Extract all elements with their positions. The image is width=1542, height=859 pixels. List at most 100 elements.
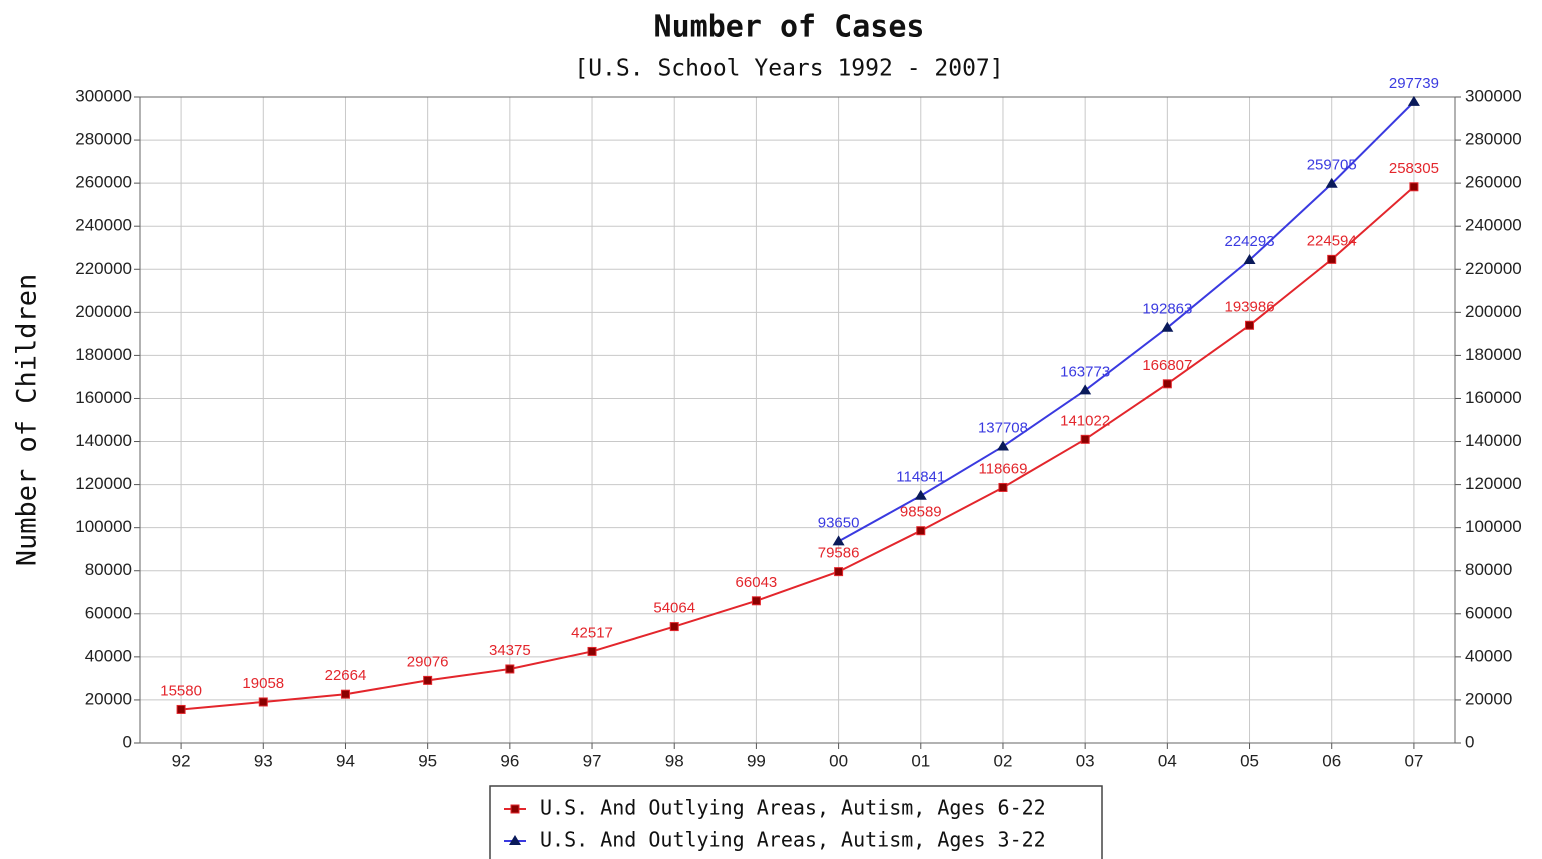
- marker: [1407, 95, 1420, 106]
- data-label: 259705: [1307, 157, 1357, 174]
- marker: [1409, 182, 1419, 192]
- x-tick-label: 02: [994, 751, 1013, 770]
- marker: [587, 646, 597, 656]
- x-tick-label: 07: [1404, 751, 1423, 770]
- y2-tick-label: 240000: [1465, 216, 1522, 235]
- series: 93650 114841 137708 163773 192863 224293 25970…: [818, 75, 1439, 546]
- y-tick-label: 160000: [75, 388, 132, 407]
- y-tick-label: 240000: [75, 216, 132, 235]
- x-tick-label: 01: [911, 751, 930, 770]
- marker: [914, 489, 927, 500]
- data-label: 34375: [489, 642, 531, 659]
- marker: [1080, 434, 1090, 444]
- data-label: 137708: [978, 419, 1028, 436]
- data-label: 118669: [978, 460, 1027, 477]
- marker: [258, 697, 268, 707]
- x-tick-label: 98: [665, 751, 684, 770]
- marker: [1243, 254, 1256, 265]
- marker: [1079, 384, 1092, 395]
- y-tick-label: 180000: [75, 345, 132, 364]
- legend-label: U.S. And Outlying Areas, Autism, Ages 6-…: [540, 796, 1046, 820]
- series: 15580 19058 22664 29076 34375 42517 54064 66043…: [160, 160, 1439, 714]
- marker: [996, 440, 1009, 451]
- data-label: 93650: [818, 514, 860, 531]
- data-label: 79586: [818, 545, 860, 562]
- y-tick-label: 40000: [85, 646, 132, 665]
- marker: [998, 482, 1008, 492]
- data-label: 54064: [653, 600, 695, 617]
- data-label: 163773: [1060, 363, 1110, 380]
- y2-tick-label: 40000: [1465, 646, 1512, 665]
- y2-tick-label: 120000: [1465, 474, 1522, 493]
- y2-tick-label: 260000: [1465, 173, 1522, 192]
- y2-tick-label: 60000: [1465, 603, 1512, 622]
- marker: [505, 664, 515, 674]
- data-label: 15580: [160, 682, 202, 699]
- data-label: 114841: [896, 469, 945, 486]
- x-tick-label: 94: [336, 751, 355, 770]
- marker: [1327, 254, 1337, 264]
- data-label: 141022: [1060, 412, 1110, 429]
- plot-area: [140, 97, 1455, 743]
- y-tick-label: 0: [123, 732, 132, 751]
- y-tick-label: 20000: [85, 689, 132, 708]
- y2-tick-label: 280000: [1465, 130, 1522, 149]
- marker: [751, 596, 761, 606]
- marker: [423, 675, 433, 685]
- data-label: 42517: [571, 624, 613, 641]
- x-tick-label: 97: [583, 751, 602, 770]
- data-label: 22664: [325, 667, 367, 684]
- data-label: 98589: [900, 504, 942, 521]
- y2-tick-label: 20000: [1465, 689, 1512, 708]
- x-tick-label: 99: [747, 751, 766, 770]
- y2-tick-label: 300000: [1465, 86, 1522, 105]
- data-label: 258305: [1389, 160, 1439, 177]
- legend-box: [489, 785, 1103, 859]
- marker: [1162, 379, 1172, 389]
- y2-tick-label: 180000: [1465, 345, 1522, 364]
- y2-tick-label: 200000: [1465, 302, 1522, 321]
- marker: [832, 535, 845, 546]
- y-axis-label: Number of Children: [12, 274, 43, 567]
- marker: [1245, 320, 1255, 330]
- y-tick-label: 140000: [75, 431, 132, 450]
- data-label: 192863: [1142, 301, 1192, 318]
- data-label: 66043: [736, 574, 778, 591]
- y-tick-label: 200000: [75, 302, 132, 321]
- x-tick-label: 03: [1076, 751, 1095, 770]
- marker: [510, 804, 520, 814]
- data-label: 224594: [1307, 232, 1357, 249]
- marker: [509, 835, 521, 845]
- data-label: 166807: [1142, 357, 1192, 374]
- marker: [176, 704, 186, 714]
- y-tick-label: 300000: [75, 86, 132, 105]
- y2-tick-label: 220000: [1465, 259, 1522, 278]
- x-tick-label: 05: [1240, 751, 1259, 770]
- y-tick-label: 280000: [75, 130, 132, 149]
- data-label: 29076: [407, 653, 449, 670]
- data-label: 19058: [242, 675, 284, 692]
- chart-title: Number of Cases: [654, 10, 925, 45]
- data-label: 224293: [1225, 233, 1275, 250]
- legend: U.S. And Outlying Areas, Autism, Ages 6-…: [489, 785, 1103, 859]
- marker: [834, 567, 844, 577]
- y-tick-label: 60000: [85, 603, 132, 622]
- y-tick-label: 80000: [85, 560, 132, 579]
- data-label: 193986: [1225, 298, 1275, 315]
- y-tick-label: 120000: [75, 474, 132, 493]
- marker: [1161, 321, 1174, 332]
- plot-frame: [139, 96, 1456, 744]
- y-tick-label: 260000: [75, 173, 132, 192]
- x-tick-label: 92: [172, 751, 191, 770]
- data-label: 297739: [1389, 75, 1439, 92]
- marker: [1325, 177, 1338, 188]
- legend-label: U.S. And Outlying Areas, Autism, Ages 3-…: [540, 828, 1046, 852]
- x-tick-label: 95: [418, 751, 437, 770]
- y2-tick-label: 140000: [1465, 431, 1522, 450]
- x-tick-label: 04: [1158, 751, 1177, 770]
- x-tick-label: 93: [254, 751, 273, 770]
- chart-subtitle: [U.S. School Years 1992 - 2007]: [574, 56, 1003, 82]
- y-tick-label: 220000: [75, 259, 132, 278]
